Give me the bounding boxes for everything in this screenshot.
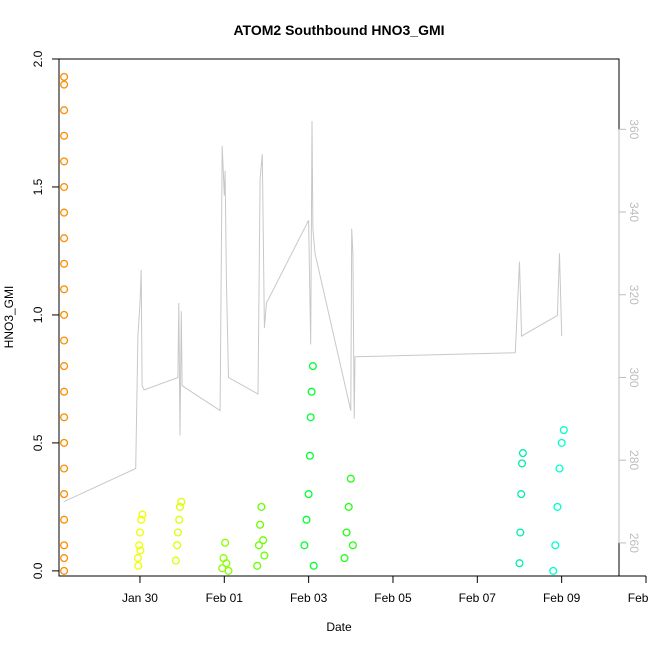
x-tick-label: Feb 05 xyxy=(374,591,412,605)
data-point xyxy=(253,561,262,570)
data-point xyxy=(60,566,69,575)
secondary-series-line xyxy=(63,120,563,503)
data-point xyxy=(309,561,318,570)
data-point xyxy=(60,515,69,524)
data-point xyxy=(305,451,314,460)
data-point xyxy=(557,438,566,447)
secondary-series-layer xyxy=(63,120,563,503)
data-point xyxy=(137,515,146,524)
data-point xyxy=(224,566,233,575)
data-point xyxy=(259,536,268,545)
data-point xyxy=(348,541,357,550)
y-tick-label: 2.0 xyxy=(31,50,45,67)
data-point xyxy=(171,556,180,565)
data-point xyxy=(60,438,69,447)
x-tick-label: Feb 03 xyxy=(290,591,328,605)
data-point xyxy=(173,541,182,550)
data-point xyxy=(254,541,263,550)
x-tick-label: Jan 30 xyxy=(122,591,158,605)
data-point xyxy=(300,541,309,550)
data-point xyxy=(60,336,69,345)
data-point xyxy=(516,528,525,537)
data-point xyxy=(302,515,311,524)
data-point xyxy=(346,474,355,483)
data-point xyxy=(222,559,231,568)
x-axis: Jan 30 Feb 01 Feb 03 Feb 05 Feb 07 Feb 09 Feb … xyxy=(122,575,650,605)
data-point xyxy=(175,502,185,511)
data-point xyxy=(307,387,316,396)
data-point xyxy=(559,426,568,435)
data-point xyxy=(173,528,182,537)
data-point xyxy=(306,413,315,422)
y-axis-title: HNO3_GMI xyxy=(2,286,16,349)
data-point xyxy=(60,387,69,396)
data-point xyxy=(136,546,145,555)
data-point xyxy=(175,515,184,524)
data-point xyxy=(135,528,145,537)
data-point xyxy=(60,413,69,422)
data-point xyxy=(555,464,564,473)
data-point xyxy=(60,490,69,499)
y2-tick-label: 280 xyxy=(627,450,641,470)
data-point xyxy=(60,72,69,81)
data-point xyxy=(135,541,144,550)
plot-frame xyxy=(58,58,620,577)
y2-tick-label: 260 xyxy=(627,533,641,553)
y2-tick-label: 340 xyxy=(627,202,641,222)
data-point xyxy=(60,259,69,268)
data-point xyxy=(60,157,69,166)
points-layer xyxy=(60,72,568,575)
data-point xyxy=(342,528,351,537)
data-point xyxy=(344,502,353,511)
data-point xyxy=(60,106,69,115)
data-point xyxy=(549,566,558,575)
y-tick-label: 0.5 xyxy=(31,434,45,451)
data-point xyxy=(60,80,69,89)
data-point xyxy=(340,554,349,563)
y2-tick-label: 360 xyxy=(627,119,641,139)
data-point xyxy=(518,449,527,458)
data-point xyxy=(260,551,269,560)
data-point xyxy=(515,559,524,568)
data-point xyxy=(517,490,526,499)
data-point xyxy=(256,520,265,529)
x-tick-label: Feb 07 xyxy=(459,591,497,605)
y-tick-label: 1.0 xyxy=(31,306,45,323)
y-tick-label: 0.0 xyxy=(31,562,45,579)
data-point xyxy=(60,554,69,563)
data-point xyxy=(551,541,560,550)
data-point xyxy=(221,538,230,547)
data-point xyxy=(553,502,562,511)
data-point xyxy=(60,464,69,473)
data-point xyxy=(60,285,69,294)
data-point xyxy=(304,490,313,499)
x-tick-label: Feb 01 xyxy=(206,591,244,605)
data-point xyxy=(133,554,142,563)
y-tick-label: 1.5 xyxy=(31,178,45,195)
y-axis: 0.0 0.5 1.0 1.5 2.0 xyxy=(31,50,60,579)
data-point xyxy=(308,362,317,371)
data-point xyxy=(60,541,69,550)
data-point xyxy=(134,561,143,570)
y2-tick-label: 320 xyxy=(627,285,641,305)
data-point xyxy=(60,310,69,319)
x-tick-label: Feb 11 xyxy=(628,591,650,605)
data-point xyxy=(257,502,266,511)
x-tick-label: Feb 09 xyxy=(543,591,581,605)
data-point xyxy=(517,459,527,468)
data-point xyxy=(177,497,186,506)
y2-tick-label: 300 xyxy=(627,367,641,387)
data-point xyxy=(60,131,69,140)
chart-title: ATOM2 Southbound HNO3_GMI xyxy=(233,22,444,38)
data-point xyxy=(138,510,147,519)
y2-axis: 260 280 300 320 340 360 xyxy=(618,119,641,553)
data-point xyxy=(60,234,69,243)
x-axis-title: Date xyxy=(326,620,352,634)
data-point xyxy=(60,208,69,217)
data-point xyxy=(60,182,69,192)
data-point xyxy=(60,362,69,371)
